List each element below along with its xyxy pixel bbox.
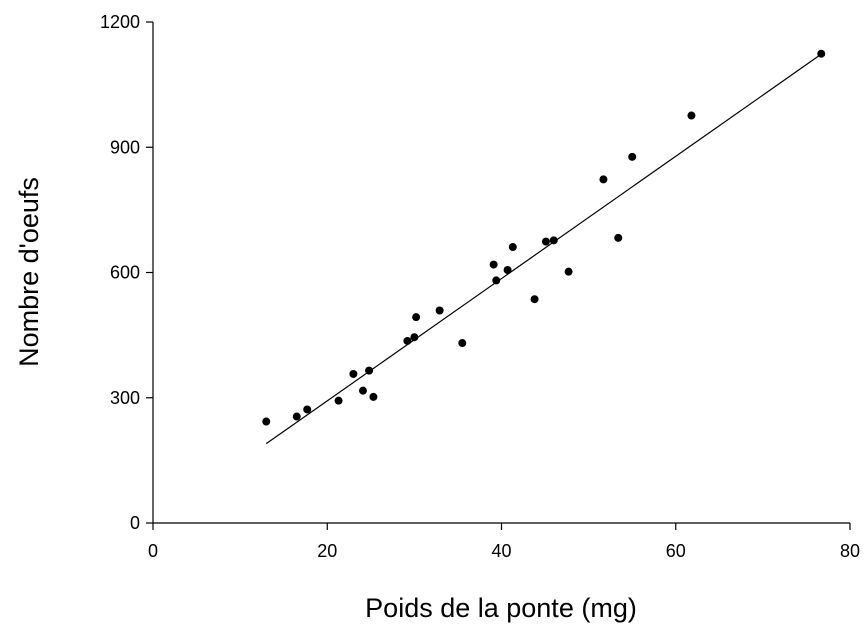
data-points [262, 49, 826, 426]
data-point [435, 306, 444, 315]
data-point [410, 333, 419, 342]
x-tick-label: 60 [666, 541, 686, 561]
data-point [541, 237, 550, 246]
y-axis-title: Nombre d'oeufs [14, 177, 44, 367]
data-point [458, 339, 467, 348]
data-point [530, 295, 539, 304]
data-point [489, 260, 498, 269]
axes [152, 22, 850, 524]
x-tick-label: 0 [148, 541, 158, 561]
data-point [503, 265, 512, 274]
x-tick-label: 20 [317, 541, 337, 561]
data-point [262, 417, 271, 426]
data-point [369, 392, 378, 401]
regression-line-group [265, 54, 820, 445]
y-tick-label: 1200 [100, 12, 140, 32]
data-point [358, 386, 367, 395]
data-point [614, 233, 623, 242]
data-point [403, 336, 412, 345]
data-point [412, 313, 421, 322]
data-point [564, 267, 573, 276]
data-point [349, 369, 358, 378]
x-tick-label: 80 [840, 541, 860, 561]
data-point [628, 152, 637, 161]
data-point [365, 366, 374, 375]
data-point [817, 49, 826, 58]
y-ticks: 0 300 600 900 1200 [100, 12, 153, 533]
x-tick-label: 40 [491, 541, 511, 561]
data-point [549, 236, 558, 245]
data-point [687, 111, 696, 120]
regression-line [265, 54, 820, 445]
y-tick-label: 600 [110, 263, 140, 283]
data-point [492, 276, 501, 285]
x-axis-title: Poids de la ponte (mg) [365, 593, 637, 623]
data-point [303, 405, 312, 414]
data-point [292, 412, 301, 421]
data-point [508, 243, 517, 252]
y-tick-label: 900 [110, 137, 140, 157]
x-ticks: 0 20 40 60 80 [148, 523, 860, 561]
y-tick-label: 0 [130, 513, 140, 533]
data-point [334, 396, 343, 405]
y-tick-label: 300 [110, 388, 140, 408]
data-point [599, 175, 608, 184]
